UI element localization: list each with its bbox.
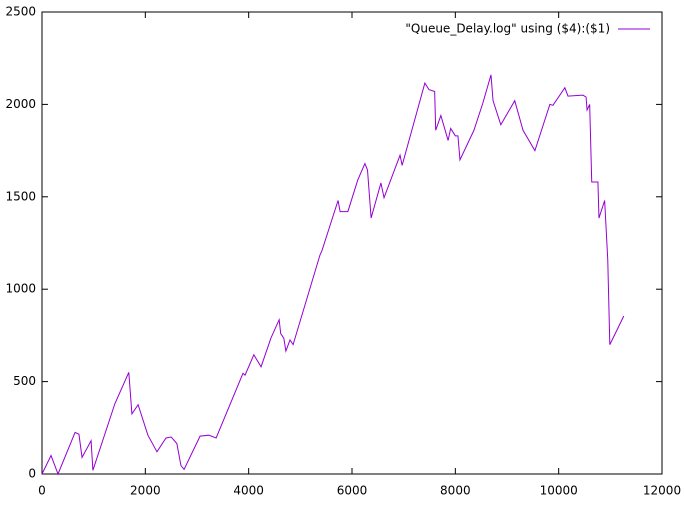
data-line: [41, 74, 625, 476]
legend-label: "Queue_Delay.log" using ($4):($1): [405, 22, 610, 36]
y-tick-label: 1500: [5, 189, 36, 203]
y-tick-label: 500: [13, 374, 36, 388]
y-tick-label: 2500: [5, 5, 36, 19]
x-tick-label: 6000: [337, 484, 368, 498]
x-tick-label: 2000: [130, 484, 161, 498]
x-tick-label: 12000: [643, 484, 681, 498]
x-tick-label: 4000: [233, 484, 264, 498]
x-tick-label: 0: [38, 484, 46, 498]
y-tick-label: 2000: [5, 97, 36, 111]
x-tick-label: 10000: [540, 484, 578, 498]
y-tick-label: 1000: [5, 282, 36, 296]
y-tick-label: 0: [28, 467, 36, 481]
plot-frame: [41, 11, 663, 475]
x-tick-label: 8000: [440, 484, 471, 498]
